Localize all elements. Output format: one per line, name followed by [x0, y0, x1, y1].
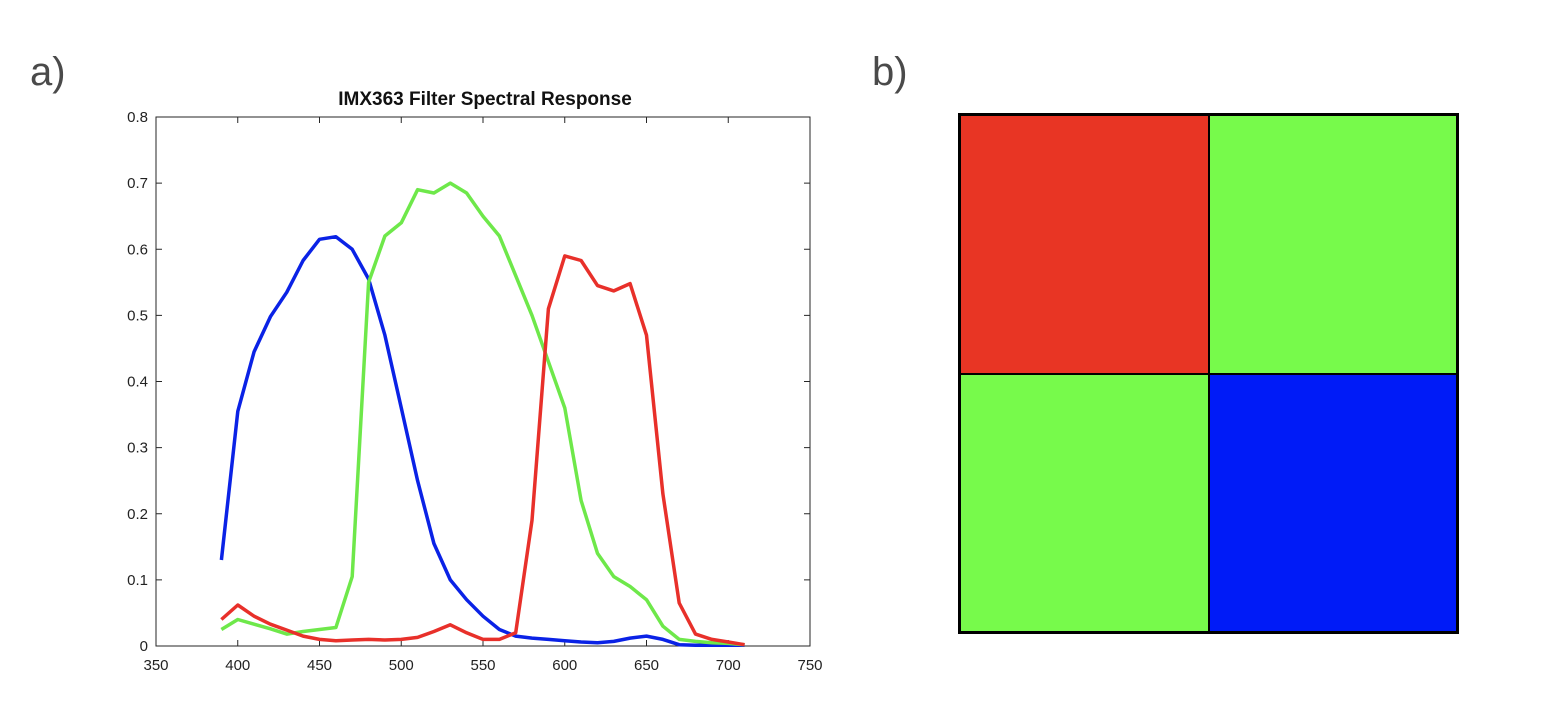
axis-ticks: 350 400 450 500 550 600 650 700 750 0 0.1 0.2 0.3 0.4…	[127, 109, 822, 674]
panel-b-label: b)	[872, 50, 908, 94]
y-tick-label: 0.8	[127, 109, 148, 126]
x-tick-label: 650	[634, 657, 659, 674]
bayer-cell-green-top-right	[1208, 115, 1457, 374]
y-tick-label: 0.7	[127, 175, 148, 192]
red-series-line	[220, 254, 745, 647]
blue-series-line	[219, 234, 745, 648]
x-tick-label: 550	[470, 657, 495, 674]
x-tick-label: 450	[307, 657, 332, 674]
y-tick-label: 0.1	[127, 572, 148, 589]
x-tick-label: 700	[716, 657, 741, 674]
y-tick-label: 0.4	[127, 374, 148, 391]
x-tick-label: 600	[552, 657, 577, 674]
axes-box	[155, 116, 811, 647]
y-tick-label: 0	[140, 638, 148, 655]
bayer-filter-pattern	[958, 113, 1459, 634]
spectral-response-chart: IMX363 Filter Spectral Response 350 400 45…	[127, 89, 822, 674]
y-tick-label: 0.5	[127, 307, 148, 324]
series-layer	[219, 181, 745, 648]
bayer-cell-green-bottom-left	[960, 373, 1209, 632]
plot-area: 350 400 450 500 550 600 650 700 750 0 0.1 0.2 0.3 0.4…	[127, 109, 822, 674]
y-tick-label: 0.3	[127, 440, 148, 457]
green-series-line	[220, 181, 745, 647]
y-tick-label: 0.2	[127, 506, 148, 523]
x-tick-label: 500	[389, 657, 414, 674]
bayer-cell-blue-bottom-right	[1208, 373, 1457, 632]
bayer-cell-red-top-left	[960, 115, 1209, 374]
x-tick-label: 350	[143, 657, 168, 674]
y-tick-label: 0.6	[127, 241, 148, 258]
chart-title: IMX363 Filter Spectral Response	[338, 89, 632, 110]
panel-a-label: a)	[30, 50, 66, 94]
x-tick-label: 750	[797, 657, 822, 674]
x-tick-label: 400	[225, 657, 250, 674]
